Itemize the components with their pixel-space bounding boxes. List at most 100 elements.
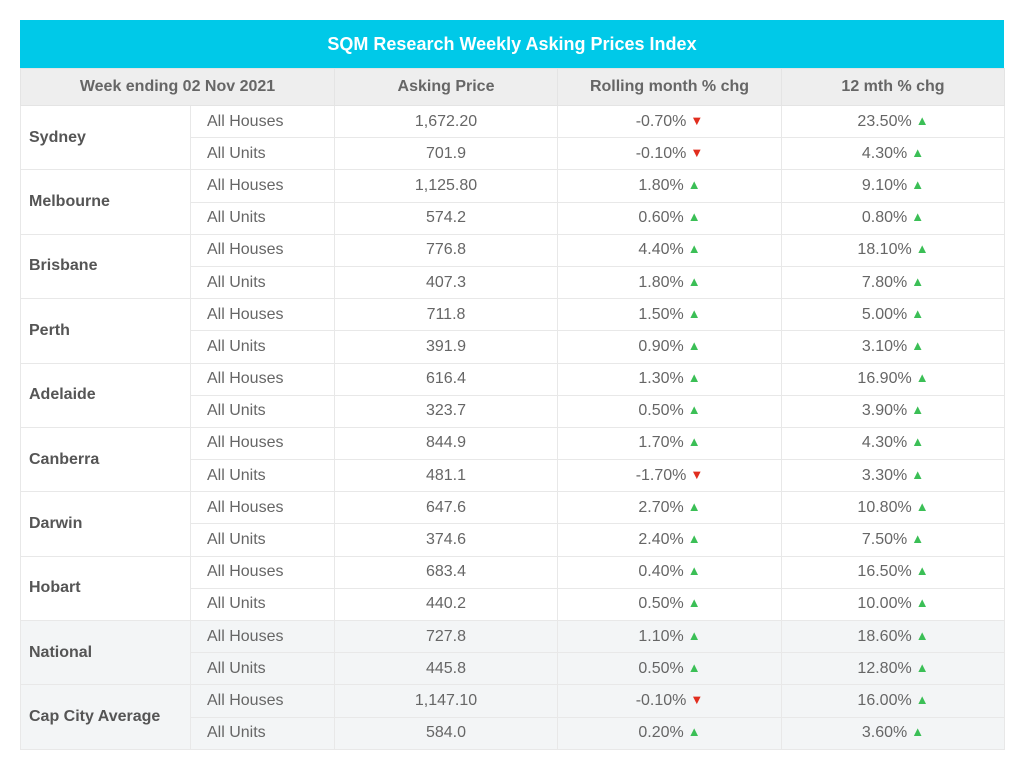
rolling-month-change: 0.50% ▲	[557, 652, 782, 686]
table-body: Sydney All Houses 1,672.20 -0.70% ▼ 23.50% ▲ Al…	[20, 104, 1005, 750]
arrow-up-icon: ▲	[687, 531, 701, 547]
arrow-up-icon: ▲	[687, 241, 701, 257]
change-value: 16.90%	[857, 370, 912, 388]
change-value: 2.40%	[638, 531, 684, 549]
change-value: 18.60%	[857, 627, 912, 645]
asking-price-value: 711.8	[334, 298, 558, 332]
arrow-up-icon: ▲	[687, 595, 701, 611]
change-value: 0.60%	[638, 209, 684, 227]
change-value: 3.30%	[861, 466, 908, 484]
city-label: Adelaide	[20, 362, 191, 428]
property-type: All Houses	[190, 555, 335, 589]
arrow-up-icon: ▲	[911, 209, 925, 225]
change-value: 2.70%	[638, 498, 684, 516]
property-type: All Houses	[190, 233, 335, 267]
twelve-month-change: 23.50% ▲	[781, 104, 1005, 139]
change-value: 0.50%	[638, 595, 684, 613]
change-value: 0.40%	[638, 563, 684, 581]
property-type: All Units	[190, 201, 335, 235]
change-value: -0.10%	[635, 691, 687, 709]
change-value: 0.80%	[861, 209, 908, 227]
asking-price-value: 844.9	[334, 426, 558, 461]
table-row: Darwin All Houses 647.6 2.70% ▲ 10.80% ▲	[20, 491, 1005, 557]
table-row: Hobart All Houses 683.4 0.40% ▲ 16.50% ▲	[20, 555, 1005, 622]
asking-price-value: 1,147.10	[334, 684, 558, 718]
city-label: Cap City Average	[20, 684, 191, 750]
table-row: National All Houses 727.8 1.10% ▲ 18.60% ▲	[20, 619, 1005, 686]
asking-price-value: 683.4	[334, 555, 558, 589]
table-row: Perth All Houses 711.8 1.50% ▲ 5.00% ▲	[20, 298, 1005, 364]
asking-price-value: 584.0	[334, 716, 558, 750]
header-rolling-month: Rolling month % chg	[557, 68, 782, 106]
property-type: All Houses	[190, 362, 335, 396]
property-type: All Houses	[190, 491, 335, 525]
asking-price-value: 374.6	[334, 523, 558, 557]
change-value: 0.90%	[638, 337, 684, 355]
property-type: All Houses	[190, 104, 335, 139]
property-type: All Units	[190, 652, 335, 686]
rolling-month-change: 1.50% ▲	[557, 298, 782, 332]
table-row: Brisbane All Houses 776.8 4.40% ▲ 18.10% ▲	[20, 233, 1005, 300]
city-label: Canberra	[20, 426, 191, 493]
table-row: Cap City Average All Houses 1,147.10 -0.10%…	[20, 684, 1005, 750]
rolling-month-change: 1.80% ▲	[557, 265, 782, 300]
rolling-month-change: 4.40% ▲	[557, 233, 782, 267]
change-value: 4.30%	[861, 434, 908, 452]
arrow-up-icon: ▲	[687, 273, 701, 289]
arrow-up-icon: ▲	[915, 112, 929, 128]
property-type: All Houses	[190, 169, 335, 203]
twelve-month-change: 16.90% ▲	[781, 362, 1005, 396]
twelve-month-change: 3.60% ▲	[781, 716, 1005, 750]
property-type: All Houses	[190, 684, 335, 718]
arrow-up-icon: ▲	[915, 498, 929, 514]
rolling-month-change: 0.20% ▲	[557, 716, 782, 750]
asking-price-value: 616.4	[334, 362, 558, 396]
arrow-up-icon: ▲	[911, 434, 925, 450]
asking-price-value: 574.2	[334, 201, 558, 235]
arrow-up-icon: ▲	[915, 691, 929, 707]
asking-price-value: 727.8	[334, 619, 558, 654]
change-value: 7.50%	[861, 531, 908, 549]
arrow-up-icon: ▲	[911, 176, 925, 192]
twelve-month-change: 16.00% ▲	[781, 684, 1005, 718]
arrow-up-icon: ▲	[687, 498, 701, 514]
change-value: 16.50%	[857, 563, 912, 581]
city-label: Melbourne	[20, 169, 191, 235]
property-type: All Units	[190, 394, 335, 428]
change-value: 3.90%	[861, 402, 908, 420]
property-type: All Units	[190, 459, 335, 493]
arrow-up-icon: ▲	[911, 724, 925, 740]
change-value: -0.10%	[635, 144, 687, 162]
arrow-up-icon: ▲	[687, 337, 701, 353]
city-label: Brisbane	[20, 233, 191, 300]
rolling-month-change: 2.40% ▲	[557, 523, 782, 557]
twelve-month-change: 12.80% ▲	[781, 652, 1005, 686]
arrow-down-icon: ▼	[690, 691, 704, 707]
arrow-up-icon: ▲	[915, 563, 929, 579]
twelve-month-change: 9.10% ▲	[781, 169, 1005, 203]
arrow-down-icon: ▼	[690, 112, 704, 128]
twelve-month-change: 10.00% ▲	[781, 587, 1005, 622]
twelve-month-change: 3.30% ▲	[781, 459, 1005, 493]
arrow-up-icon: ▲	[911, 531, 925, 547]
change-value: -1.70%	[635, 466, 687, 484]
asking-price-value: 1,672.20	[334, 104, 558, 139]
change-value: 4.30%	[861, 144, 908, 162]
twelve-month-change: 3.90% ▲	[781, 394, 1005, 428]
table-row: Canberra All Houses 844.9 1.70% ▲ 4.30% ▲	[20, 426, 1005, 493]
twelve-month-change: 0.80% ▲	[781, 201, 1005, 235]
property-type: All Units	[190, 587, 335, 622]
change-value: 7.80%	[861, 273, 908, 291]
city-label: Hobart	[20, 555, 191, 622]
twelve-month-change: 18.60% ▲	[781, 619, 1005, 654]
rolling-month-change: 0.60% ▲	[557, 201, 782, 235]
arrow-down-icon: ▼	[690, 466, 704, 482]
table-row: Sydney All Houses 1,672.20 -0.70% ▼ 23.50% ▲	[20, 104, 1005, 171]
change-value: 1.80%	[638, 176, 684, 194]
change-value: 5.00%	[861, 305, 908, 323]
property-type: All Units	[190, 330, 335, 364]
arrow-up-icon: ▲	[687, 563, 701, 579]
arrow-up-icon: ▲	[687, 176, 701, 192]
arrow-up-icon: ▲	[687, 724, 701, 740]
change-value: 4.40%	[638, 241, 684, 259]
